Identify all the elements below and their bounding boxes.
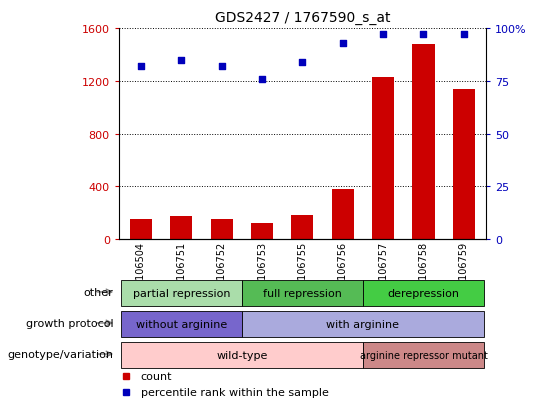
Bar bbox=[170, 216, 192, 240]
Point bbox=[258, 76, 266, 83]
Bar bbox=[291, 215, 314, 240]
Point bbox=[339, 40, 347, 47]
Bar bbox=[121, 311, 242, 337]
Text: with arginine: with arginine bbox=[326, 319, 400, 329]
Text: derepression: derepression bbox=[388, 288, 460, 298]
Text: other: other bbox=[84, 287, 113, 297]
Point bbox=[137, 64, 145, 70]
Bar bbox=[121, 280, 242, 306]
Bar bbox=[242, 311, 484, 337]
Bar bbox=[413, 45, 435, 240]
Bar bbox=[363, 280, 484, 306]
Point bbox=[218, 64, 226, 70]
Text: genotype/variation: genotype/variation bbox=[8, 349, 113, 359]
Text: arginine repressor mutant: arginine repressor mutant bbox=[360, 350, 488, 360]
Bar bbox=[121, 342, 363, 368]
Bar bbox=[242, 280, 363, 306]
Bar bbox=[130, 220, 152, 240]
Point bbox=[379, 32, 387, 38]
Bar bbox=[372, 78, 394, 240]
Bar bbox=[453, 90, 475, 240]
Point bbox=[460, 32, 468, 38]
Point bbox=[298, 59, 307, 66]
Text: wild-type: wild-type bbox=[216, 350, 267, 360]
Text: count: count bbox=[141, 371, 172, 381]
Text: full repression: full repression bbox=[263, 288, 342, 298]
Bar bbox=[332, 190, 354, 240]
Point bbox=[177, 57, 186, 64]
Title: GDS2427 / 1767590_s_at: GDS2427 / 1767590_s_at bbox=[214, 11, 390, 25]
Text: partial repression: partial repression bbox=[133, 288, 230, 298]
Bar bbox=[251, 224, 273, 240]
Text: without arginine: without arginine bbox=[136, 319, 227, 329]
Bar bbox=[363, 342, 484, 368]
Bar bbox=[211, 219, 233, 240]
Text: percentile rank within the sample: percentile rank within the sample bbox=[141, 387, 329, 397]
Point bbox=[419, 32, 428, 38]
Text: growth protocol: growth protocol bbox=[26, 318, 113, 328]
